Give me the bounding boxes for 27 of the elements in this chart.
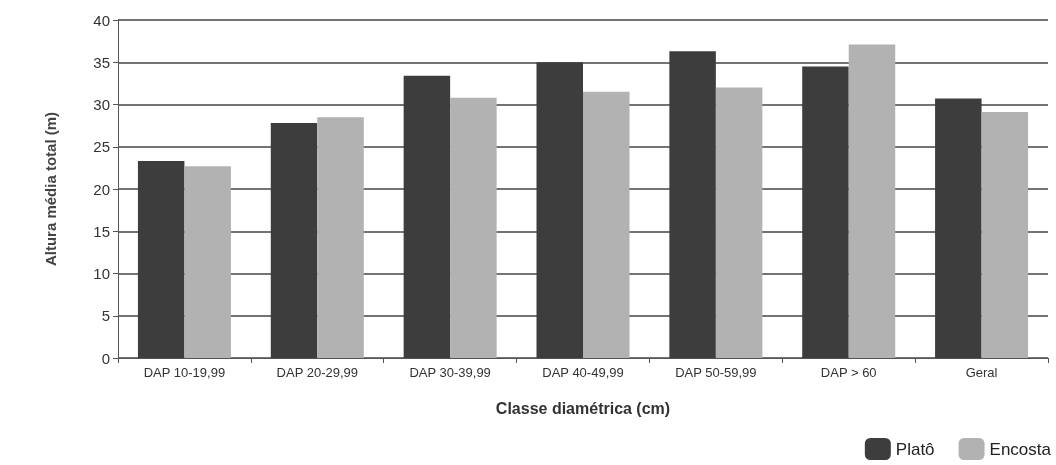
bar	[450, 97, 497, 358]
y-tick-label: 0	[101, 349, 110, 367]
y-tick-label: 40	[93, 11, 110, 29]
x-tick-label: DAP > 60	[820, 365, 877, 380]
x-tick-label: Geral	[965, 365, 998, 380]
bar	[848, 44, 896, 358]
x-tick-label: DAP 20-29,99	[276, 365, 358, 380]
bar	[184, 166, 231, 358]
x-tick-label: DAP 50-59,99	[675, 365, 757, 380]
bar	[715, 87, 763, 358]
legend-label: Encosta	[989, 439, 1052, 459]
y-tick-label: 10	[93, 265, 110, 282]
y-tick-label: 25	[93, 138, 110, 156]
legend-label: Platô	[895, 439, 935, 459]
x-tick-label: DAP 10-19,99	[143, 365, 226, 380]
y-axis-title: Altura média total (m)	[42, 111, 59, 267]
x-tick-label: DAP 40-49,99	[542, 365, 624, 380]
x-axis-title: Classe diamétrica (cm)	[495, 399, 671, 417]
y-tick-label: 15	[93, 222, 110, 240]
y-tick-label: 5	[101, 307, 110, 325]
x-tick-label: DAP 30-39,99	[409, 365, 491, 380]
y-tick-label: 30	[93, 96, 110, 113]
y-tick-label: 20	[93, 180, 110, 198]
bar	[317, 117, 364, 358]
bar	[583, 91, 630, 358]
y-tick-label: 35	[93, 53, 110, 71]
bar	[981, 112, 1029, 358]
